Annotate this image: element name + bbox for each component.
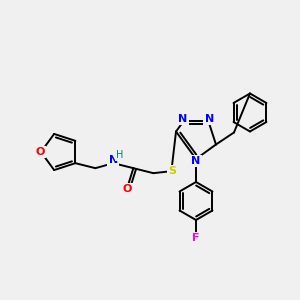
Text: N: N xyxy=(109,155,118,165)
Text: H: H xyxy=(116,150,123,160)
Text: N: N xyxy=(205,114,214,124)
Text: O: O xyxy=(123,184,132,194)
Text: O: O xyxy=(35,147,45,157)
Text: S: S xyxy=(168,166,176,176)
Text: N: N xyxy=(178,114,187,124)
Text: F: F xyxy=(192,233,200,243)
Text: N: N xyxy=(191,156,201,166)
